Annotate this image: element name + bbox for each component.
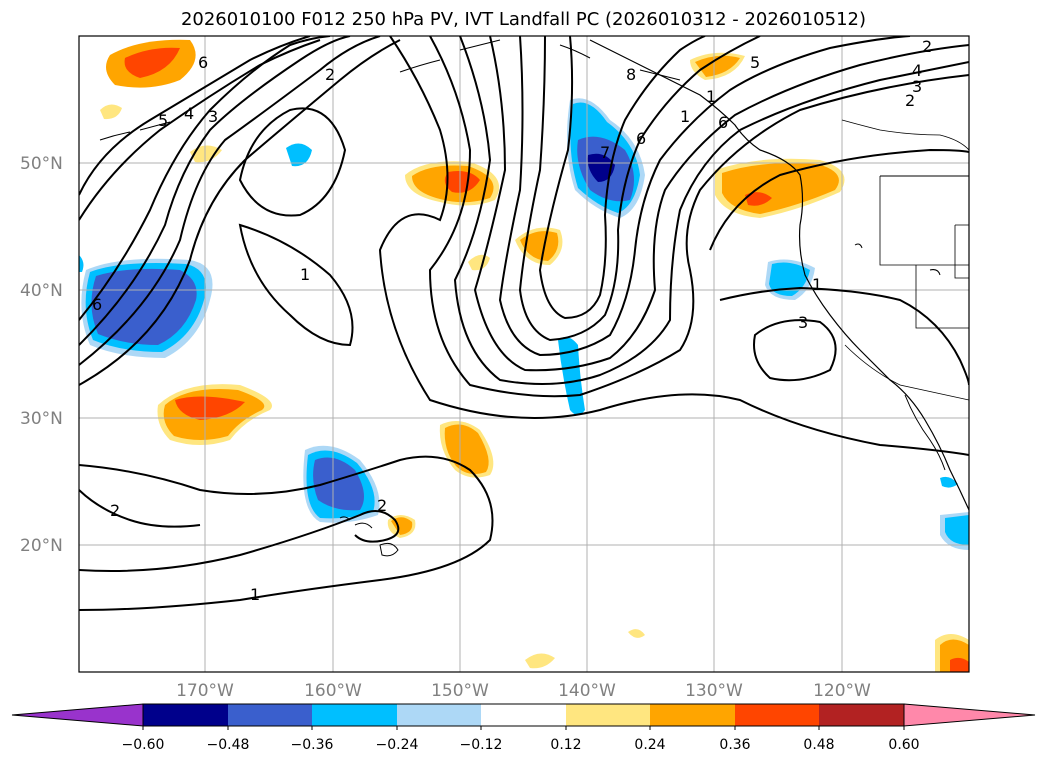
contour-label: 1 — [680, 107, 690, 126]
contour-label: 2 — [110, 501, 120, 520]
contour-label: 8 — [626, 65, 636, 84]
contour-label: 4 — [184, 104, 194, 123]
positive-anomaly-region — [525, 653, 555, 669]
negative-anomaly-region — [286, 143, 312, 167]
colorbar-bin — [143, 704, 228, 726]
contour-label: 6 — [636, 129, 646, 148]
longitude-label: 120°W — [813, 681, 871, 701]
contour-label: 3 — [798, 313, 808, 332]
latitude-label: 20°N — [20, 536, 63, 556]
positive-anomaly-core — [745, 192, 772, 206]
shaded-anomaly-regions — [79, 39, 969, 672]
contour-label: 2 — [922, 37, 932, 56]
colorbar-tick-label: 0.12 — [550, 737, 581, 753]
contour-label: 6 — [198, 53, 208, 72]
negative-anomaly-region — [79, 255, 84, 272]
colorbar: −0.60 −0.48 −0.36 −0.24 −0.12 0.12 0.24 … — [11, 703, 1036, 753]
contour-label: 2 — [377, 496, 387, 515]
negative-anomaly-core — [91, 268, 197, 345]
contour-label: 1 — [250, 585, 260, 604]
positive-anomaly-region — [190, 145, 222, 163]
contour-label: 1 — [300, 265, 310, 284]
contour-label: 7 — [600, 143, 610, 162]
colorbar-tick-label: −0.24 — [376, 737, 419, 753]
latitude-label: 30°N — [20, 409, 63, 429]
contour-label: 5 — [750, 53, 760, 72]
colorbar-tick-label: −0.60 — [122, 737, 165, 753]
positive-anomaly-core — [950, 657, 969, 672]
colorbar-tick-label: 0.24 — [634, 737, 665, 753]
negative-anomaly-core — [313, 457, 364, 511]
colorbar-bin — [650, 704, 735, 726]
latitude-labels: 50°N 40°N 30°N 20°N — [20, 154, 63, 556]
colorbar-bin — [397, 704, 481, 726]
longitude-label: 140°W — [558, 681, 616, 701]
contour-label: 3 — [912, 77, 922, 96]
contour-label: 5 — [158, 111, 168, 130]
map-panel: 6 5 4 3 2 1 1 2 2 8 6 5 4 3 2 1 3 6 1 2 … — [79, 36, 969, 672]
colorbar-bin — [228, 704, 312, 726]
contour-label: 2 — [325, 65, 335, 84]
positive-anomaly-region — [628, 629, 645, 638]
contour-label: 2 — [905, 91, 915, 110]
colorbar-bin — [735, 704, 819, 726]
positive-anomaly-region — [695, 55, 740, 77]
latitude-label: 40°N — [20, 281, 63, 301]
colorbar-extend-min — [11, 703, 144, 727]
colorbar-tick-label: −0.36 — [291, 737, 334, 753]
map-frame — [78, 35, 970, 673]
contour-label: 3 — [208, 107, 218, 126]
colorbar-tick-label: 0.48 — [803, 737, 834, 753]
longitude-label: 160°W — [304, 681, 362, 701]
positive-anomaly-core — [124, 47, 180, 78]
colorbar-bin — [566, 704, 650, 726]
colorbar-tick-label: −0.12 — [460, 737, 503, 753]
latitude-label: 50°N — [20, 154, 63, 174]
colorbar-tick-label: 0.36 — [719, 737, 750, 753]
graticule — [79, 36, 969, 672]
contour-label: 1 — [706, 87, 716, 106]
contour-label: 1 — [812, 275, 822, 294]
colorbar-tick-label: −0.48 — [207, 737, 250, 753]
longitude-label: 150°W — [431, 681, 489, 701]
colorbar-bin — [481, 704, 566, 726]
negative-anomaly-region — [945, 515, 969, 545]
longitude-label: 170°W — [176, 681, 234, 701]
positive-anomaly-region — [520, 231, 559, 261]
positive-anomaly-core — [444, 171, 480, 193]
contour-label: 6 — [718, 113, 728, 132]
longitude-labels: 170°W 160°W 150°W 140°W 130°W 120°W — [176, 681, 871, 701]
negative-anomaly-region — [940, 476, 958, 488]
colorbar-bin — [819, 704, 904, 726]
contour-label: 6 — [92, 295, 102, 314]
longitude-label: 130°W — [685, 681, 743, 701]
colorbar-extend-max — [903, 703, 1036, 727]
colorbar-bin — [312, 704, 397, 726]
pv-contours — [79, 36, 969, 611]
figure-title: 2026010100 F012 250 hPa PV, IVT Landfall… — [180, 9, 867, 30]
coastlines — [99, 39, 969, 557]
negative-anomaly-core — [587, 153, 615, 182]
contour-label: 4 — [912, 61, 922, 80]
positive-anomaly-region — [100, 104, 122, 120]
positive-anomaly-core — [175, 396, 245, 420]
contour-labels: 6 5 4 3 2 1 1 2 2 8 6 5 4 3 2 1 3 6 1 2 … — [92, 37, 932, 604]
colorbar-tick-label: 0.60 — [888, 737, 919, 753]
